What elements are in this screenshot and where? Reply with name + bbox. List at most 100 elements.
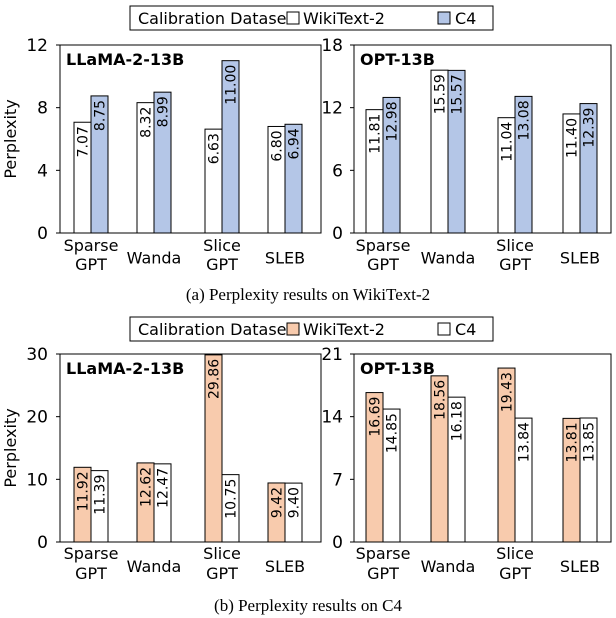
x-tick-label: SLEB: [265, 557, 305, 576]
y-tick-label: 12: [26, 36, 48, 56]
bar-value-label: 9.40: [287, 487, 303, 518]
y-tick-label: 30: [26, 345, 48, 365]
bar: [284, 123, 303, 234]
bar: [284, 482, 303, 543]
bar-value-label: 11.04: [500, 122, 516, 162]
bar-value-label: 9.42: [270, 487, 286, 518]
bar: [447, 69, 466, 234]
legend: Calibration Dataset: WikiText-2 C4: [129, 316, 494, 342]
bar-value-label: 6.63: [207, 133, 223, 164]
bar-value-label: 16.18: [450, 401, 466, 441]
y-tick-label: 21: [321, 345, 343, 365]
bar: [221, 60, 240, 234]
bar: [90, 95, 109, 234]
y-tick-label: 10: [26, 470, 48, 490]
legend-label: WikiText-2: [303, 9, 385, 28]
x-tick-label: Slice: [203, 236, 241, 255]
bar-value-label: 18.56: [433, 380, 449, 420]
bar-value-label: 19.43: [500, 372, 516, 412]
bar: [382, 408, 401, 543]
bar-value-label: 11.81: [368, 114, 384, 154]
x-tick-label: Wanda: [127, 249, 182, 268]
bar-value-label: 8.99: [156, 96, 172, 127]
y-tick-label: 0: [37, 224, 48, 244]
chart-title: LLaMA-2-13B: [66, 359, 184, 378]
bar: [90, 470, 109, 543]
chart-title: OPT-13B: [360, 50, 435, 69]
x-tick-label: GPT: [367, 564, 399, 583]
bar-value-label: 12.47: [156, 468, 172, 508]
bar-value-label: 13.84: [517, 422, 533, 462]
legend-label: WikiText-2: [303, 320, 385, 339]
x-tick-label: SLEB: [265, 249, 305, 268]
x-tick-label: Sparse: [356, 544, 411, 563]
bar-value-label: 29.86: [207, 359, 223, 399]
x-tick-label: SLEB: [560, 557, 600, 576]
bar-value-label: 10.75: [224, 479, 240, 519]
bar-value-label: 15.57: [450, 74, 466, 114]
bar: [204, 354, 223, 543]
x-tick-label: GPT: [206, 564, 238, 583]
x-tick-label: Sparse: [64, 236, 119, 255]
x-tick-label: Slice: [496, 236, 534, 255]
x-tick-label: GPT: [75, 564, 107, 583]
bar-value-label: 6.94: [287, 128, 303, 159]
bar-value-label: 13.08: [517, 100, 533, 140]
legend-swatch: [437, 11, 451, 25]
y-tick-label: 18: [321, 36, 343, 56]
y-tick-label: 0: [332, 533, 343, 553]
x-tick-label: Slice: [496, 544, 534, 563]
bar: [221, 474, 240, 543]
x-tick-label: SLEB: [560, 249, 600, 268]
bar: [514, 417, 533, 543]
y-tick-label: 14: [321, 408, 343, 428]
x-tick-label: Sparse: [356, 236, 411, 255]
legend-swatch: [286, 322, 300, 336]
bar-value-label: 12.62: [139, 467, 155, 507]
x-tick-label: GPT: [499, 564, 531, 583]
x-tick-label: GPT: [499, 255, 531, 274]
x-tick-label: GPT: [206, 255, 238, 274]
bar-value-label: 14.85: [385, 413, 401, 453]
x-tick-label: Wanda: [421, 249, 476, 268]
bar: [579, 103, 598, 234]
legend-title: Calibration Dataset:: [138, 9, 298, 28]
y-axis-label: Perplexity: [1, 99, 20, 178]
legend-swatch: [437, 322, 451, 336]
legend-label: C4: [455, 9, 476, 28]
bar-value-label: 13.81: [565, 422, 581, 462]
plot-frame: [353, 44, 612, 234]
plot-frame: [59, 44, 322, 234]
y-tick-label: 0: [332, 224, 343, 244]
plot-frame: [59, 353, 322, 543]
y-axis-label: Perplexity: [1, 408, 20, 487]
bar-value-label: 12.39: [582, 108, 598, 148]
bar: [514, 95, 533, 234]
y-tick-label: 7: [332, 470, 343, 490]
bar: [447, 396, 466, 543]
legend-frame: [129, 5, 494, 31]
bar-value-label: 8.75: [93, 100, 109, 131]
legend: Calibration Dataset: WikiText-2 C4: [129, 5, 494, 31]
legend-label: C4: [455, 320, 476, 339]
figure-caption: (b) Perplexity results on C4: [214, 596, 402, 615]
chart-title: OPT-13B: [360, 359, 435, 378]
bar-value-label: 6.80: [270, 130, 286, 161]
bar-value-label: 12.98: [385, 101, 401, 141]
x-tick-label: GPT: [75, 255, 107, 274]
x-tick-label: GPT: [367, 255, 399, 274]
bar: [382, 96, 401, 234]
y-tick-label: 12: [321, 99, 343, 119]
figure-caption: (a) Perplexity results on WikiText-2: [186, 285, 430, 304]
legend-swatch: [286, 11, 300, 25]
plot-frame: [353, 353, 612, 543]
bar: [579, 417, 598, 543]
y-tick-label: 0: [37, 533, 48, 553]
bar: [153, 463, 172, 543]
bar-value-label: 11.92: [76, 471, 92, 511]
